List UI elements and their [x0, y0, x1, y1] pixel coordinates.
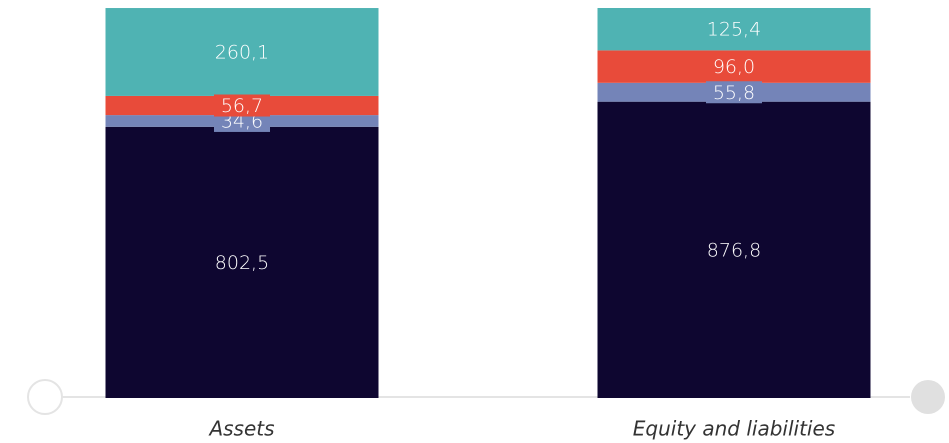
timeline-end [911, 380, 945, 414]
bar-segment [105, 8, 379, 96]
value-label: 96,0 [713, 56, 755, 78]
bar-segment [597, 50, 871, 83]
value-label: 876,8 [707, 239, 761, 261]
bar-segment [597, 101, 871, 399]
value-label-bg [706, 81, 762, 104]
value-label: 125,4 [707, 19, 761, 41]
value-label: 56,7 [221, 95, 263, 117]
bar-segment [597, 8, 871, 51]
value-label: 260,1 [215, 41, 269, 63]
bar-segment [105, 126, 379, 398]
value-label-bg [214, 94, 270, 117]
value-label: 55,8 [713, 82, 755, 104]
x-tick-label: Equity and liabilities [633, 417, 835, 441]
value-label: 802,5 [215, 252, 269, 274]
timeline-start [27, 379, 63, 415]
x-tick-label: Assets [207, 417, 274, 441]
